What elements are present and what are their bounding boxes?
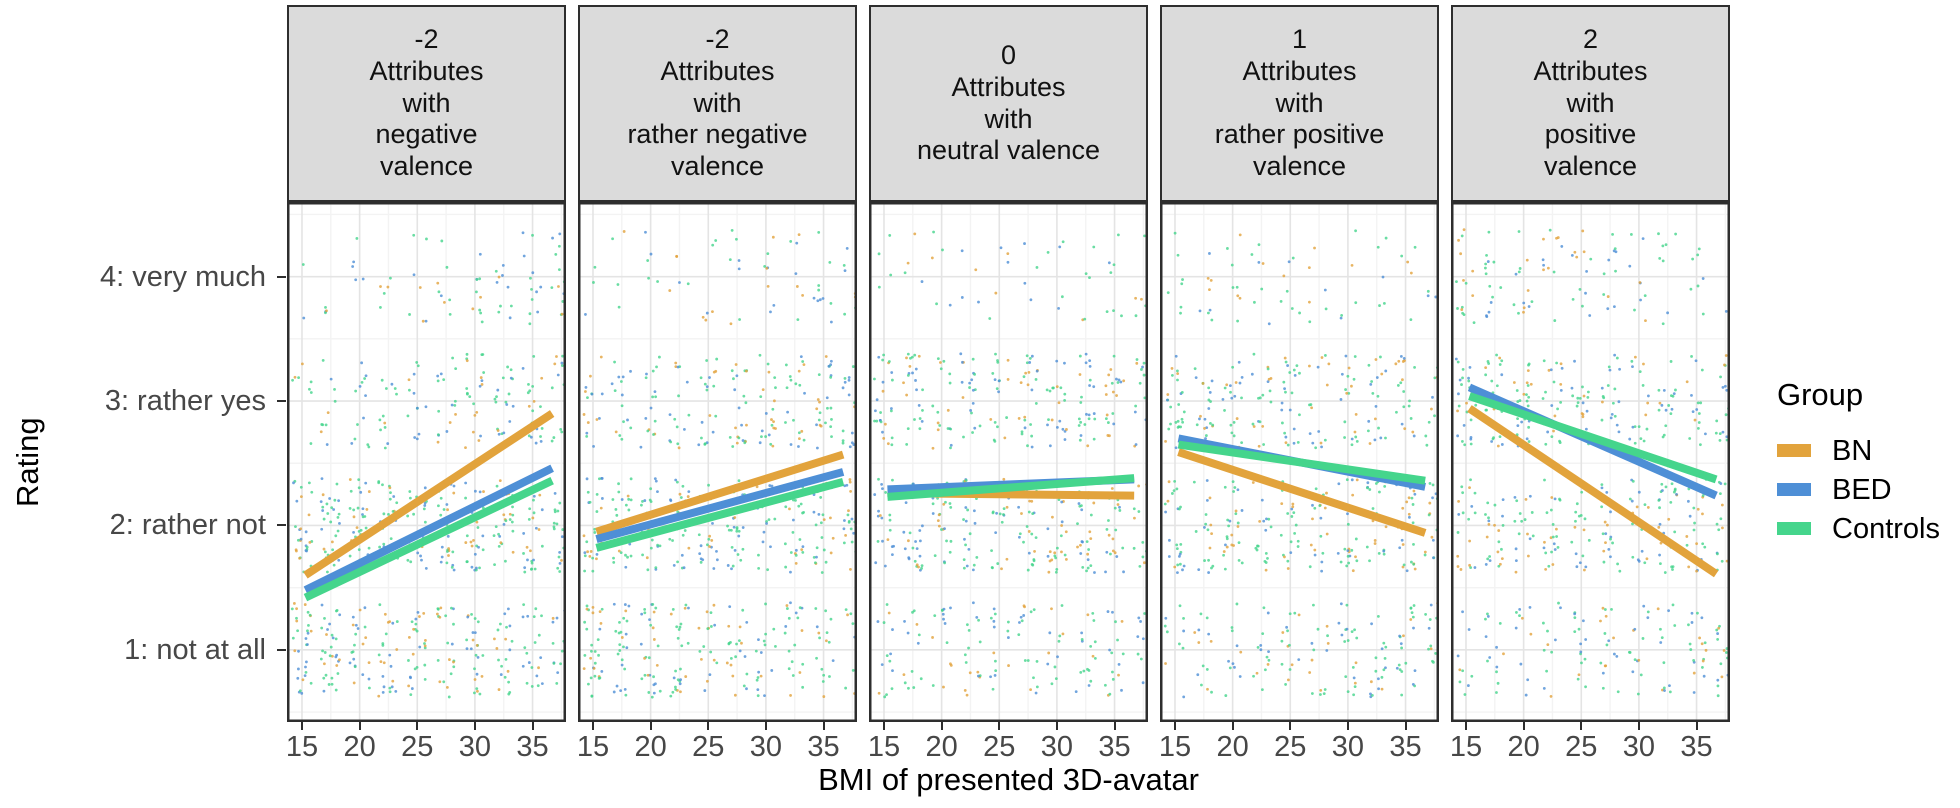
x-tick-mark (591, 722, 594, 730)
x-tick-mark (1404, 722, 1407, 730)
legend-key-bn (1777, 444, 1811, 457)
x-tick-label: 35 (1680, 731, 1713, 763)
x-tick-label: 35 (807, 731, 840, 763)
legend-key-controls (1777, 522, 1811, 535)
facet-strip-label: -2 Attributes with negative valence (369, 23, 484, 182)
x-tick-label: 35 (516, 731, 549, 763)
x-tick-mark (1055, 722, 1058, 730)
x-tick-label: 30 (458, 731, 492, 763)
facet-strip: 2 Attributes with positive valence (1451, 5, 1730, 202)
y-tick-label: 3: rather yes (104, 385, 266, 418)
x-axis-title: BMI of presented 3D-avatar (818, 762, 1199, 797)
x-tick-label: 20 (1507, 731, 1540, 763)
x-tick-label: 35 (1389, 731, 1422, 763)
x-tick-label: 30 (1622, 731, 1656, 763)
x-tick-mark (473, 722, 476, 730)
facet-panel-canvas (1160, 202, 1439, 722)
y-tick-label: 2: rather not (109, 509, 266, 542)
legend-label-controls: Controls (1832, 512, 1940, 545)
facet-panel-canvas (869, 202, 1148, 722)
facet-strip-label: 1 Attributes with rather positive valenc… (1214, 23, 1385, 182)
y-tick-mark (277, 400, 286, 403)
facet-rather-positive-valence: 1 Attributes with rather positive valenc… (1158, 0, 1439, 808)
x-tick-label: 15 (867, 731, 901, 763)
x-tick-label: 20 (343, 731, 376, 763)
x-tick-mark (764, 722, 767, 730)
legend-item-controls: Controls (1777, 509, 1940, 548)
x-tick-label: 20 (1216, 731, 1249, 763)
facet-positive-valence: 2 Attributes with positive valence 15 20 2… (1449, 0, 1730, 808)
x-tick-mark (1231, 722, 1234, 730)
x-tick-mark (707, 722, 710, 730)
legend-key-bed (1777, 483, 1811, 496)
facet-panel-canvas (287, 202, 566, 722)
y-tick-label: 4: very much (100, 260, 266, 293)
facet-panel-canvas (1451, 202, 1730, 722)
x-tick-label: 20 (925, 731, 958, 763)
facet-rather-negative-valence: -2 Attributes with rather negative valen… (576, 0, 857, 808)
x-tick-label: 25 (401, 731, 434, 763)
facet-panel-canvas (578, 202, 857, 722)
legend-title: Group (1777, 377, 1864, 412)
x-tick-mark (1695, 722, 1698, 730)
legend-label-bed: BED (1832, 473, 1892, 506)
x-tick-mark (940, 722, 943, 730)
x-tick-mark (1580, 722, 1583, 730)
legend-item-bed: BED (1777, 470, 1940, 509)
x-tick-mark (822, 722, 825, 730)
x-tick-mark (358, 722, 361, 730)
facet-strip-label: 0 Attributes with neutral valence (916, 39, 1101, 166)
x-tick-mark (1289, 722, 1292, 730)
x-tick-label: 15 (285, 731, 319, 763)
x-tick-mark (1346, 722, 1349, 730)
facet-strip: -2 Attributes with negative valence (287, 5, 566, 202)
x-tick-label: 30 (1040, 731, 1074, 763)
x-tick-label: 30 (1331, 731, 1365, 763)
x-tick-mark (1113, 722, 1116, 730)
x-tick-label: 15 (1158, 731, 1192, 763)
x-tick-mark (649, 722, 652, 730)
x-tick-label: 25 (983, 731, 1016, 763)
legend-label-bn: BN (1832, 434, 1873, 467)
facet-strip: -2 Attributes with rather negative valen… (578, 5, 857, 202)
facet-strip-label: -2 Attributes with rather negative valen… (627, 23, 808, 182)
x-tick-mark (1637, 722, 1640, 730)
x-tick-label: 25 (1274, 731, 1307, 763)
y-tick-mark (277, 524, 286, 527)
x-tick-label: 20 (634, 731, 667, 763)
y-tick-label: 1: not at all (124, 633, 266, 666)
x-tick-label: 15 (1449, 731, 1483, 763)
y-tick-mark (277, 648, 286, 651)
legend-item-bn: BN (1777, 431, 1940, 470)
x-tick-mark (1522, 722, 1525, 730)
facet-strip-label: 2 Attributes with positive valence (1533, 23, 1648, 182)
x-tick-mark (416, 722, 419, 730)
facet-strip: 0 Attributes with neutral valence (869, 5, 1148, 202)
x-tick-label: 15 (576, 731, 610, 763)
facet-strip: 1 Attributes with rather positive valenc… (1160, 5, 1439, 202)
x-tick-mark (531, 722, 534, 730)
x-tick-mark (882, 722, 885, 730)
facet-negative-valence: -2 Attributes with negative valence 15 20… (285, 0, 566, 808)
x-tick-mark (300, 722, 303, 730)
x-tick-mark (998, 722, 1001, 730)
x-tick-label: 25 (692, 731, 725, 763)
x-tick-label: 35 (1098, 731, 1131, 763)
x-tick-mark (1173, 722, 1176, 730)
x-tick-label: 30 (749, 731, 783, 763)
y-tick-mark (277, 275, 286, 278)
legend: Group BN BED Controls (1777, 378, 1940, 548)
facet-neutral-valence: 0 Attributes with neutral valence 15 20 25… (867, 0, 1148, 808)
x-tick-label: 25 (1565, 731, 1598, 763)
x-tick-mark (1464, 722, 1467, 730)
